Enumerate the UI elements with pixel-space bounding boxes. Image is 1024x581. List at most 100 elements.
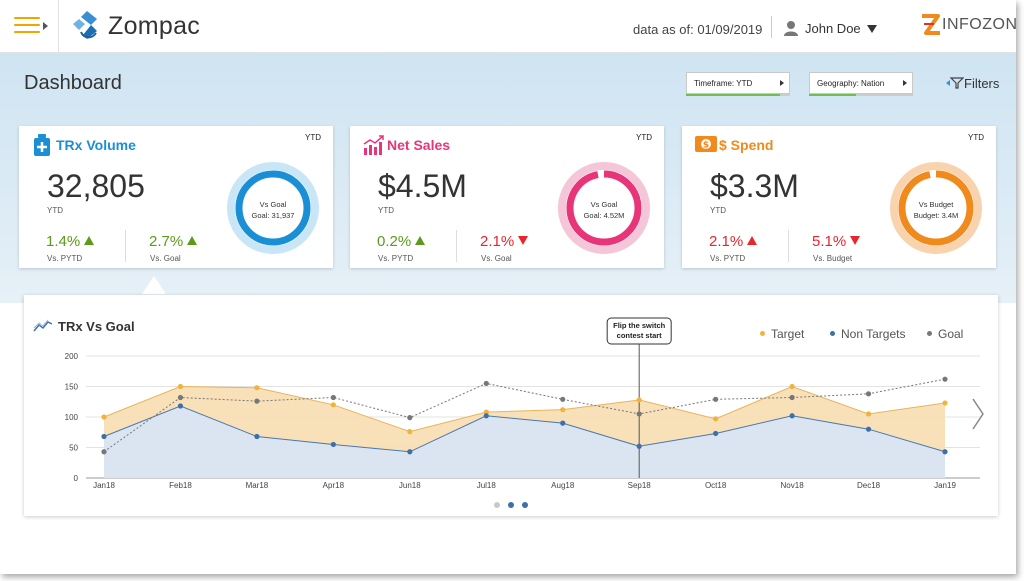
- ring-subtitle: Budget: 3.4M: [914, 211, 959, 220]
- legend-label: Goal: [938, 327, 964, 341]
- legend-item[interactable]: Goal: [927, 327, 963, 341]
- kpi-period-tag: YTD: [636, 133, 652, 142]
- data-point: [713, 430, 719, 437]
- data-point: [789, 413, 795, 419]
- y-tick-label: 50: [69, 444, 78, 453]
- non-target-line: [103, 405, 946, 453]
- zompac-logo-icon: [73, 11, 97, 39]
- kpi-value-sub: YTD: [47, 206, 63, 215]
- legend-item[interactable]: Target: [760, 327, 804, 341]
- spend-icon: $: [695, 134, 717, 156]
- kpi-stat-primary: 0.2%: [377, 233, 426, 250]
- ring-subtitle: Goal: 31,937: [252, 211, 295, 220]
- ring-title: Vs Goal: [260, 200, 287, 209]
- kpi-stat-primary-label: Vs. PYTD: [47, 254, 83, 263]
- data-point: [177, 403, 184, 409]
- y-tick-label: 100: [65, 413, 79, 422]
- menu-button[interactable]: [0, 0, 59, 52]
- filters-button[interactable]: Filters: [946, 76, 999, 91]
- ring-title: Vs Budget: [919, 200, 955, 209]
- data-point: [636, 443, 642, 449]
- data-point: [483, 380, 489, 387]
- kpi-period-tag: YTD: [968, 133, 984, 142]
- kpi-value-sub: YTD: [378, 206, 394, 215]
- kpi-value: 32,805: [47, 168, 145, 204]
- data-point: [330, 441, 336, 448]
- kpi-value: $3.3M: [710, 168, 799, 204]
- x-tick-label: Dec18: [857, 481, 881, 490]
- geography-label: Geography: Nation: [817, 79, 885, 88]
- kpi-stat-secondary-label: Vs. Goal: [150, 254, 181, 263]
- x-tick-label: Apr18: [323, 481, 345, 490]
- x-tick-label: Nov18: [781, 481, 805, 490]
- kpi-card-trx-volume[interactable]: TRx Volume YTD 32,805 YTD 1.4% Vs. PYTD 2.7% Vs…: [19, 126, 333, 268]
- data-point: [254, 398, 260, 404]
- chevron-right-icon[interactable]: [970, 397, 986, 431]
- geography-track: [809, 94, 913, 96]
- data-point: [101, 433, 107, 440]
- kpi-title: Net Sales: [387, 137, 451, 153]
- kpi-value-sub: YTD: [710, 206, 726, 215]
- goal-line: [103, 378, 946, 453]
- data-point: [254, 433, 260, 440]
- menu-arrow-icon: [43, 22, 48, 30]
- data-point: [942, 400, 948, 406]
- data-point: [483, 413, 489, 419]
- kpi-title: $ Spend: [719, 137, 774, 153]
- non-target-area: [104, 406, 945, 478]
- kpi-ring-gauge: Vs Goal Goal: 31,937: [227, 162, 319, 254]
- y-tick-label: 200: [65, 352, 79, 361]
- page-title: Dashboard: [24, 72, 122, 94]
- x-tick-label: Aug18: [551, 481, 575, 490]
- data-point: [254, 385, 260, 391]
- legend-dot-icon: [760, 331, 765, 336]
- kpi-ring-gauge: Vs Goal Goal: 4.52M: [558, 162, 650, 254]
- pager-dot[interactable]: [522, 502, 528, 508]
- data-point: [483, 409, 489, 415]
- x-tick-label: Sep18: [628, 481, 652, 490]
- caret-down-icon[interactable]: [867, 25, 877, 33]
- arrow-down-icon: [518, 236, 529, 245]
- brand-name: INFOZONE: [942, 16, 1016, 33]
- x-tick-label: Jun18: [399, 481, 421, 490]
- user-name[interactable]: John Doe: [805, 21, 861, 36]
- svg-text:$: $: [703, 141, 709, 151]
- header-divider: [771, 16, 772, 38]
- pager-dot[interactable]: [494, 502, 500, 508]
- data-point: [865, 411, 872, 417]
- legend-label: Non Targets: [841, 327, 906, 341]
- data-point: [407, 429, 413, 435]
- user-icon[interactable]: [783, 20, 799, 36]
- pager-dot[interactable]: [508, 502, 514, 508]
- kpi-card-net-sales[interactable]: Net Sales YTD $4.5M YTD 0.2% Vs. PYTD 2.1% Vs. …: [350, 126, 664, 268]
- sales-icon: [363, 134, 384, 156]
- legend-label: Target: [771, 327, 805, 341]
- kpi-title: TRx Volume: [56, 137, 136, 153]
- data-point: [789, 394, 795, 401]
- data-point: [560, 420, 566, 426]
- geography-dropdown[interactable]: Geography: Nation: [809, 72, 913, 96]
- legend-dot-icon: [927, 331, 932, 336]
- kpi-stat-primary-label: Vs. PYTD: [710, 254, 746, 263]
- trend-icon: [33, 319, 53, 332]
- data-point: [177, 394, 184, 401]
- data-point: [560, 396, 566, 402]
- kpi-card-spend[interactable]: $ $ Spend YTD $3.3M YTD 2.1% Vs. PYTD 5.1% Vs. B…: [682, 126, 996, 268]
- y-tick-label: 150: [65, 383, 79, 392]
- app-title: Zompac: [108, 12, 201, 40]
- kpi-stat-secondary-label: Vs. Goal: [481, 254, 512, 263]
- selected-card-pointer: [142, 276, 166, 294]
- arrow-up-icon: [84, 236, 95, 245]
- infozone-logo-icon: [922, 14, 940, 35]
- arrow-up-icon: [747, 236, 758, 245]
- data-point: [942, 376, 948, 382]
- data-point: [789, 383, 795, 390]
- kpi-value: $4.5M: [378, 168, 467, 204]
- kpi-ring-gauge: Vs Budget Budget: 3.4M: [890, 162, 982, 254]
- data-point: [101, 449, 107, 455]
- kpi-stat-secondary: 2.1%: [480, 233, 529, 250]
- target-line: [103, 385, 946, 433]
- legend-item[interactable]: Non Targets: [830, 327, 905, 341]
- timeframe-dropdown[interactable]: Timeframe: YTD: [686, 72, 790, 96]
